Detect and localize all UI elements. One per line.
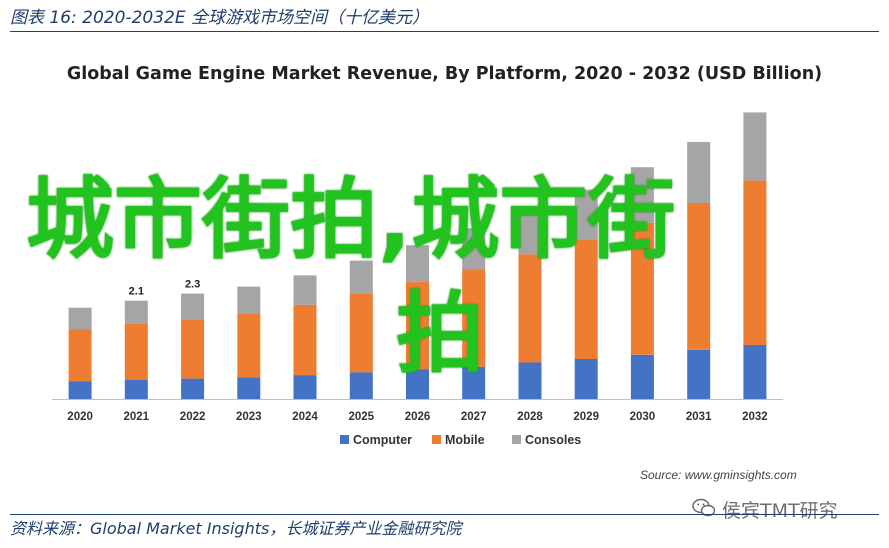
- bar-computer-2020: [68, 381, 92, 399]
- bar-mobile-2025: [349, 293, 373, 373]
- bar-computer-2021: [124, 380, 148, 399]
- bar-consoles-2025: [349, 260, 373, 294]
- x-tick-label-2028: 2028: [517, 411, 543, 423]
- x-tick-label-2024: 2024: [292, 411, 318, 423]
- x-tick-label-2026: 2026: [405, 411, 431, 423]
- bar-mobile-2031: [687, 203, 711, 350]
- watermark-text: 侯宾TMT研究: [722, 500, 838, 522]
- bar-computer-2030: [630, 354, 654, 400]
- bar-computer-2023: [237, 377, 261, 399]
- bar-consoles-2027: [462, 228, 486, 269]
- bar-consoles-2023: [237, 286, 261, 314]
- data-label-2022: 2.3: [185, 279, 200, 291]
- data-label-2021: 2.1: [129, 286, 144, 298]
- x-tick-label-2025: 2025: [349, 411, 375, 423]
- x-tick-label-2027: 2027: [461, 411, 487, 423]
- bar-consoles-2021: [124, 300, 148, 324]
- chart-title: Global Game Engine Market Revenue, By Pl…: [66, 64, 823, 84]
- wechat-icon: [692, 498, 716, 517]
- legend-label-consoles: Consoles: [525, 433, 581, 447]
- bar-mobile-2027: [462, 269, 486, 367]
- bar-consoles-2024: [293, 275, 317, 305]
- bar-mobile-2024: [293, 304, 317, 376]
- x-tick-label-2023: 2023: [236, 411, 262, 423]
- bar-computer-2028: [518, 362, 542, 399]
- legend-label-computer: Computer: [353, 433, 412, 447]
- legend-swatch-consoles: [512, 435, 521, 444]
- x-tick-label-2020: 2020: [67, 411, 93, 423]
- x-tick-label-2029: 2029: [573, 411, 599, 423]
- source-footnote: 资料来源：Global Market Insights，长城证券产业金融研究院: [10, 514, 879, 543]
- bar-consoles-2030: [630, 167, 654, 223]
- bar-computer-2027: [462, 366, 486, 399]
- bar-computer-2024: [293, 375, 317, 399]
- legend-label-mobile: Mobile: [445, 433, 485, 447]
- x-tick-label-2022: 2022: [180, 411, 206, 423]
- bar-computer-2032: [743, 344, 767, 399]
- bar-mobile-2032: [743, 180, 767, 345]
- bar-computer-2029: [574, 359, 598, 399]
- bar-consoles-2029: [574, 189, 598, 240]
- figure-caption: 图表 16: 2020-2032E 全球游戏市场空间（十亿美元）: [10, 5, 879, 32]
- bar-mobile-2030: [630, 222, 654, 355]
- bar-consoles-2032: [743, 112, 767, 181]
- x-tick-label-2032: 2032: [742, 411, 768, 423]
- bar-mobile-2020: [68, 329, 92, 382]
- x-tick-label-2021: 2021: [124, 411, 150, 423]
- bar-computer-2025: [349, 372, 373, 399]
- bar-computer-2026: [406, 369, 429, 399]
- bar-computer-2031: [687, 349, 711, 399]
- bar-consoles-2022: [181, 293, 205, 320]
- bar-consoles-2028: [518, 210, 542, 255]
- x-tick-label-2030: 2030: [630, 411, 656, 423]
- bar-mobile-2022: [181, 319, 205, 379]
- bar-consoles-2031: [687, 141, 711, 203]
- bar-mobile-2028: [518, 254, 542, 363]
- bar-computer-2022: [181, 378, 205, 399]
- bar-consoles-2026: [406, 245, 429, 282]
- legend-swatch-mobile: [432, 435, 441, 444]
- bar-consoles-2020: [68, 307, 92, 330]
- x-tick-label-2031: 2031: [686, 411, 712, 423]
- chart-source: Source: www.gminsights.com: [640, 468, 797, 482]
- bar-mobile-2026: [406, 281, 429, 370]
- bar-mobile-2021: [124, 323, 148, 380]
- bar-mobile-2029: [574, 239, 598, 359]
- bar-mobile-2023: [237, 314, 261, 378]
- legend-swatch-computer: [340, 435, 349, 444]
